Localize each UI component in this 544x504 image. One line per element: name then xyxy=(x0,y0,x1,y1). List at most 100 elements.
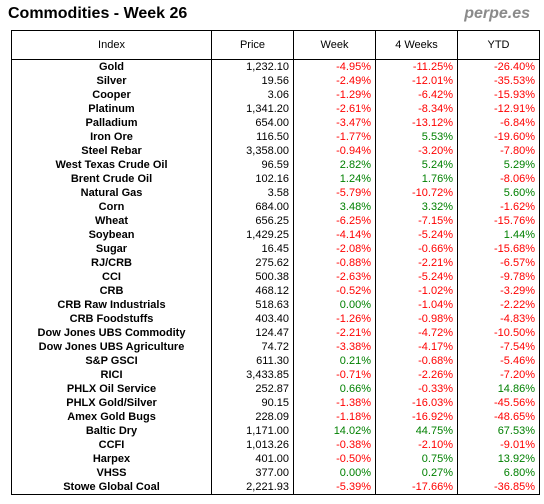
column-header-week: Week xyxy=(293,30,376,60)
price-cell: 19.56 xyxy=(211,74,294,88)
index-name-cell: Corn xyxy=(11,200,212,214)
table-body: Gold 1,232.10 -4.95% -11.25% -26.40% Silver 19… xyxy=(11,59,540,495)
ytd-change-cell: -45.56% xyxy=(457,396,540,410)
ytd-change-cell: -6.57% xyxy=(457,256,540,270)
table-row: PHLX Oil Service 252.87 0.66% -0.33% 14.86% xyxy=(11,382,540,396)
ytd-change-cell: -15.93% xyxy=(457,88,540,102)
four-week-change-cell: 1.76% xyxy=(375,172,458,186)
price-cell: 74.72 xyxy=(211,340,294,354)
week-change-cell: -2.08% xyxy=(293,242,376,256)
week-change-cell: 14.02% xyxy=(293,424,376,438)
ytd-change-cell: 5.29% xyxy=(457,158,540,172)
table-row: CCI 500.38 -2.63% -5.24% -9.78% xyxy=(11,270,540,284)
price-cell: 102.16 xyxy=(211,172,294,186)
table-row: Stowe Global Coal 2,221.93 -5.39% -17.66% -3… xyxy=(11,480,540,495)
week-change-cell: -0.38% xyxy=(293,438,376,452)
week-change-cell: 0.00% xyxy=(293,466,376,480)
price-cell: 403.40 xyxy=(211,312,294,326)
ytd-change-cell: -1.62% xyxy=(457,200,540,214)
four-week-change-cell: -4.72% xyxy=(375,326,458,340)
ytd-change-cell: -26.40% xyxy=(457,59,540,74)
index-name-cell: Harpex xyxy=(11,452,212,466)
table-row: CRB 468.12 -0.52% -1.02% -3.29% xyxy=(11,284,540,298)
four-week-change-cell: -0.68% xyxy=(375,354,458,368)
index-name-cell: Palladium xyxy=(11,116,212,130)
week-change-cell: -1.26% xyxy=(293,312,376,326)
price-cell: 468.12 xyxy=(211,284,294,298)
table-row: CRB Foodstuffs 403.40 -1.26% -0.98% -4.83% xyxy=(11,312,540,326)
table-header: Index Price Week 4 Weeks YTD xyxy=(11,30,540,60)
four-week-change-cell: -16.92% xyxy=(375,410,458,424)
index-name-cell: Cooper xyxy=(11,88,212,102)
table-row: Iron Ore 116.50 -1.77% 5.53% -19.60% xyxy=(11,130,540,144)
ytd-change-cell: -15.76% xyxy=(457,214,540,228)
commodities-table: Index Price Week 4 Weeks YTD Gold 1,232.1… xyxy=(11,30,540,495)
table-row: CCFI 1,013.26 -0.38% -2.10% -9.01% xyxy=(11,438,540,452)
ytd-change-cell: -7.20% xyxy=(457,368,540,382)
week-change-cell: -2.63% xyxy=(293,270,376,284)
week-change-cell: 0.21% xyxy=(293,354,376,368)
index-name-cell: Iron Ore xyxy=(11,130,212,144)
week-change-cell: -3.38% xyxy=(293,340,376,354)
week-change-cell: -0.50% xyxy=(293,452,376,466)
price-cell: 2,221.93 xyxy=(211,480,294,495)
index-name-cell: S&P GSCI xyxy=(11,354,212,368)
four-week-change-cell: -0.66% xyxy=(375,242,458,256)
index-name-cell: Steel Rebar xyxy=(11,144,212,158)
page-title: Commodities - Week 26 xyxy=(8,5,188,22)
four-week-change-cell: 3.32% xyxy=(375,200,458,214)
four-week-change-cell: -2.10% xyxy=(375,438,458,452)
table-row: Baltic Dry 1,171.00 14.02% 44.75% 67.53% xyxy=(11,424,540,438)
price-cell: 611.30 xyxy=(211,354,294,368)
table-row: Wheat 656.25 -6.25% -7.15% -15.76% xyxy=(11,214,540,228)
ytd-change-cell: -8.06% xyxy=(457,172,540,186)
price-cell: 228.09 xyxy=(211,410,294,424)
four-week-change-cell: -10.72% xyxy=(375,186,458,200)
index-name-cell: Sugar xyxy=(11,242,212,256)
index-name-cell: VHSS xyxy=(11,466,212,480)
price-cell: 1,171.00 xyxy=(211,424,294,438)
week-change-cell: -2.61% xyxy=(293,102,376,116)
table-row: Gold 1,232.10 -4.95% -11.25% -26.40% xyxy=(11,59,540,74)
four-week-change-cell: -12.01% xyxy=(375,74,458,88)
four-week-change-cell: -6.42% xyxy=(375,88,458,102)
column-header-price: Price xyxy=(211,30,294,60)
table-row: Cooper 3.06 -1.29% -6.42% -15.93% xyxy=(11,88,540,102)
price-cell: 96.59 xyxy=(211,158,294,172)
price-cell: 500.38 xyxy=(211,270,294,284)
week-change-cell: -2.21% xyxy=(293,326,376,340)
table-row: Palladium 654.00 -3.47% -13.12% -6.84% xyxy=(11,116,540,130)
ytd-change-cell: 5.60% xyxy=(457,186,540,200)
week-change-cell: -1.77% xyxy=(293,130,376,144)
index-name-cell: RICI xyxy=(11,368,212,382)
table-row: Harpex 401.00 -0.50% 0.75% 13.92% xyxy=(11,452,540,466)
four-week-change-cell: -1.04% xyxy=(375,298,458,312)
price-cell: 1,232.10 xyxy=(211,59,294,74)
ytd-change-cell: -7.54% xyxy=(457,340,540,354)
index-name-cell: Dow Jones UBS Agriculture xyxy=(11,340,212,354)
four-week-change-cell: 5.24% xyxy=(375,158,458,172)
price-cell: 16.45 xyxy=(211,242,294,256)
table-row: Silver 19.56 -2.49% -12.01% -35.53% xyxy=(11,74,540,88)
week-change-cell: -2.49% xyxy=(293,74,376,88)
four-week-change-cell: 0.75% xyxy=(375,452,458,466)
week-change-cell: -0.52% xyxy=(293,284,376,298)
column-header-ytd: YTD xyxy=(457,30,540,60)
price-cell: 1,341.20 xyxy=(211,102,294,116)
index-name-cell: PHLX Oil Service xyxy=(11,382,212,396)
table-row: Corn 684.00 3.48% 3.32% -1.62% xyxy=(11,200,540,214)
table-row: RICI 3,433.85 -0.71% -2.26% -7.20% xyxy=(11,368,540,382)
index-name-cell: Natural Gas xyxy=(11,186,212,200)
page-header: Commodities - Week 26 perpe.es xyxy=(0,0,544,30)
index-name-cell: Baltic Dry xyxy=(11,424,212,438)
ytd-change-cell: 1.44% xyxy=(457,228,540,242)
ytd-change-cell: -6.84% xyxy=(457,116,540,130)
table-row: PHLX Gold/Silver 90.15 -1.38% -16.03% -45.56… xyxy=(11,396,540,410)
index-name-cell: Wheat xyxy=(11,214,212,228)
week-change-cell: -3.47% xyxy=(293,116,376,130)
four-week-change-cell: 0.27% xyxy=(375,466,458,480)
ytd-change-cell: -12.91% xyxy=(457,102,540,116)
table-row: Soybean 1,429.25 -4.14% -5.24% 1.44% xyxy=(11,228,540,242)
four-week-change-cell: -1.02% xyxy=(375,284,458,298)
table-row: Sugar 16.45 -2.08% -0.66% -15.68% xyxy=(11,242,540,256)
